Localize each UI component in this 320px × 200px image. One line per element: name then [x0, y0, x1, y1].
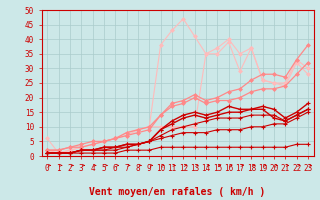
- X-axis label: Vent moyen/en rafales ( km/h ): Vent moyen/en rafales ( km/h ): [90, 187, 266, 197]
